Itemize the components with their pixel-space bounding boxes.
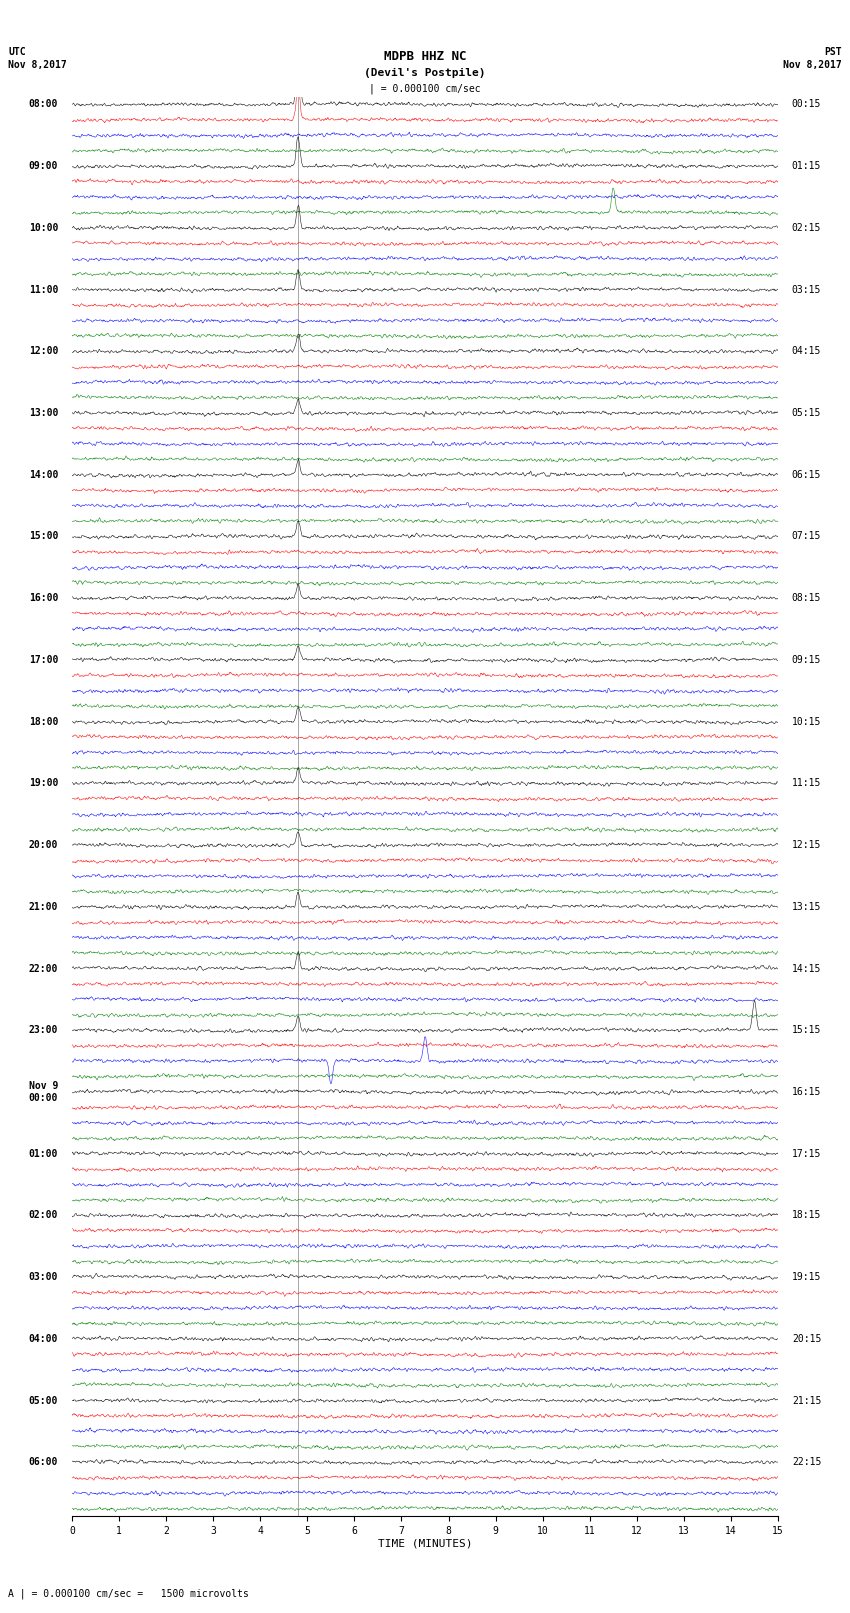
Text: 09:00: 09:00 — [29, 161, 58, 171]
Text: 12:15: 12:15 — [792, 840, 821, 850]
Text: 19:00: 19:00 — [29, 779, 58, 789]
Text: 21:00: 21:00 — [29, 902, 58, 911]
Text: 01:00: 01:00 — [29, 1148, 58, 1158]
Text: 04:15: 04:15 — [792, 347, 821, 356]
Text: 00:15: 00:15 — [792, 100, 821, 110]
Text: Nov 8,2017: Nov 8,2017 — [783, 60, 842, 69]
Text: 02:00: 02:00 — [29, 1210, 58, 1221]
Text: 11:00: 11:00 — [29, 284, 58, 295]
Text: 19:15: 19:15 — [792, 1273, 821, 1282]
Text: 05:15: 05:15 — [792, 408, 821, 418]
Text: 03:00: 03:00 — [29, 1273, 58, 1282]
Text: A | = 0.000100 cm/sec =   1500 microvolts: A | = 0.000100 cm/sec = 1500 microvolts — [8, 1589, 249, 1598]
Text: 17:00: 17:00 — [29, 655, 58, 665]
Text: MDPB HHZ NC: MDPB HHZ NC — [383, 50, 467, 63]
Text: 07:15: 07:15 — [792, 532, 821, 542]
Text: 09:15: 09:15 — [792, 655, 821, 665]
Text: 13:00: 13:00 — [29, 408, 58, 418]
Text: (Devil's Postpile): (Devil's Postpile) — [365, 68, 485, 77]
Text: 16:15: 16:15 — [792, 1087, 821, 1097]
Text: 14:00: 14:00 — [29, 469, 58, 479]
Text: 06:00: 06:00 — [29, 1457, 58, 1468]
Text: 03:15: 03:15 — [792, 284, 821, 295]
Text: PST: PST — [824, 47, 842, 56]
Text: 22:00: 22:00 — [29, 963, 58, 974]
Text: 05:00: 05:00 — [29, 1395, 58, 1405]
Text: 21:15: 21:15 — [792, 1395, 821, 1405]
Text: 14:15: 14:15 — [792, 963, 821, 974]
Text: 13:15: 13:15 — [792, 902, 821, 911]
Text: | = 0.000100 cm/sec: | = 0.000100 cm/sec — [369, 84, 481, 94]
Text: 01:15: 01:15 — [792, 161, 821, 171]
Text: 15:15: 15:15 — [792, 1026, 821, 1036]
Text: 12:00: 12:00 — [29, 347, 58, 356]
Text: 20:15: 20:15 — [792, 1334, 821, 1344]
Text: 02:15: 02:15 — [792, 223, 821, 232]
Text: 20:00: 20:00 — [29, 840, 58, 850]
Text: 06:15: 06:15 — [792, 469, 821, 479]
Text: 04:00: 04:00 — [29, 1334, 58, 1344]
Text: UTC: UTC — [8, 47, 26, 56]
Text: 16:00: 16:00 — [29, 594, 58, 603]
Text: 17:15: 17:15 — [792, 1148, 821, 1158]
Text: Nov 9
00:00: Nov 9 00:00 — [29, 1081, 58, 1103]
Text: Nov 8,2017: Nov 8,2017 — [8, 60, 67, 69]
Text: 10:15: 10:15 — [792, 716, 821, 726]
X-axis label: TIME (MINUTES): TIME (MINUTES) — [377, 1539, 473, 1548]
Text: 08:15: 08:15 — [792, 594, 821, 603]
Text: 11:15: 11:15 — [792, 779, 821, 789]
Text: 08:00: 08:00 — [29, 100, 58, 110]
Text: 22:15: 22:15 — [792, 1457, 821, 1468]
Text: 10:00: 10:00 — [29, 223, 58, 232]
Text: 15:00: 15:00 — [29, 532, 58, 542]
Text: 23:00: 23:00 — [29, 1026, 58, 1036]
Text: 18:00: 18:00 — [29, 716, 58, 726]
Text: 18:15: 18:15 — [792, 1210, 821, 1221]
